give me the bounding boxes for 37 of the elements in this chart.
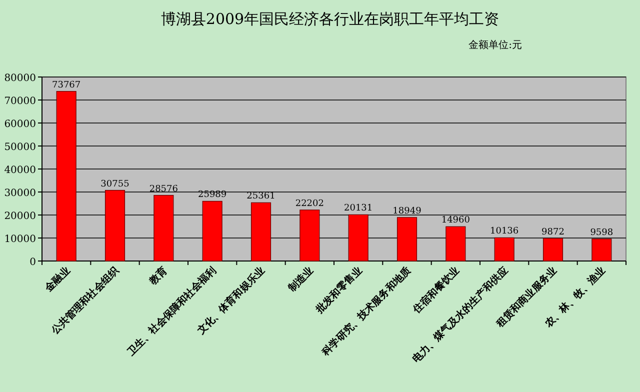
data-label: 14960 — [441, 216, 470, 226]
bar — [300, 210, 320, 262]
y-tick-label: 30000 — [4, 188, 36, 199]
bar — [250, 202, 272, 262]
y-tick-label: 40000 — [4, 165, 36, 176]
data-label: 9598 — [590, 228, 614, 238]
bar — [542, 238, 564, 262]
y-tick-label: 50000 — [4, 142, 36, 153]
data-label: 20131 — [344, 204, 373, 214]
x-tick-label: 制造业 — [285, 264, 316, 296]
bar — [202, 200, 222, 262]
bar — [396, 217, 418, 262]
y-tick-label: 20000 — [4, 211, 36, 222]
y-tick-label: 10000 — [4, 234, 36, 245]
y-tick-label: 60000 — [4, 119, 36, 130]
data-label: 9872 — [542, 227, 564, 238]
data-label: 25361 — [246, 192, 276, 202]
bar — [446, 226, 466, 262]
data-label: 25989 — [198, 190, 227, 200]
bar — [348, 214, 368, 262]
bar — [56, 91, 76, 262]
data-label: 22202 — [295, 198, 324, 209]
data-label: 18949 — [392, 206, 422, 216]
data-label: 30755 — [100, 179, 130, 190]
data-label: 73767 — [52, 80, 81, 90]
y-tick-label: 0 — [30, 257, 36, 268]
bar — [494, 237, 514, 262]
bar — [154, 194, 174, 262]
y-tick-label: 70000 — [4, 96, 36, 107]
chart-title: 博湖县2009年国民经济各行业在岗职工年平均工资 — [160, 10, 500, 28]
x-tick-label: 金融业 — [42, 264, 72, 296]
bar — [592, 238, 612, 262]
x-tick-label: 教育 — [146, 264, 170, 288]
text: 金额单位:元 — [468, 39, 522, 51]
bar — [104, 190, 126, 262]
data-label: 10136 — [490, 226, 519, 237]
y-tick-label: 80000 — [4, 73, 36, 84]
